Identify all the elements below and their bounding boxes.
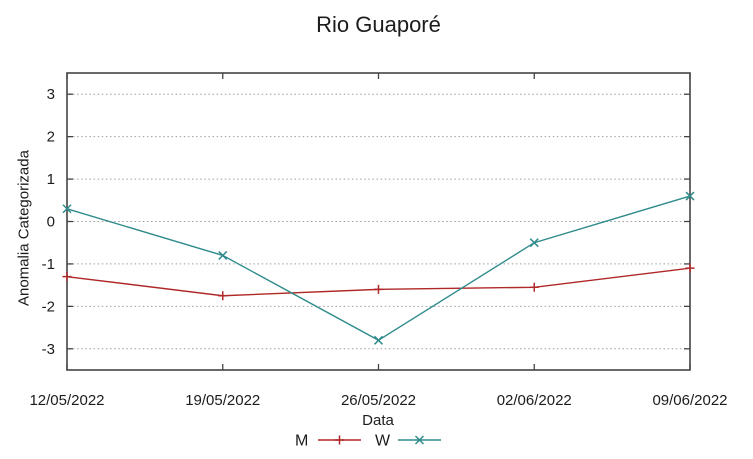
y-tick-label: -1 <box>42 256 55 273</box>
series-W-line <box>66 195 691 342</box>
series-M-marker <box>218 291 228 301</box>
series-W-marker <box>373 335 384 345</box>
legend-sample-marker <box>335 435 344 445</box>
x-tick-label: 09/06/2022 <box>652 392 727 409</box>
series-M-marker <box>62 272 72 282</box>
series-W-marker <box>685 191 695 201</box>
series-M-marker <box>529 282 539 292</box>
x-axis-label: Data <box>362 412 394 429</box>
x-tick-label: 26/05/2022 <box>341 392 416 409</box>
y-tick-label: 0 <box>47 214 55 231</box>
series-W-marker <box>529 238 539 248</box>
series-M-marker <box>685 263 695 273</box>
x-tick-label: 12/05/2022 <box>29 392 104 409</box>
y-tick-label: -3 <box>42 341 55 358</box>
series-M-marker <box>374 284 383 294</box>
y-tick-label: -2 <box>42 298 55 315</box>
legend-label: W <box>375 433 391 450</box>
y-tick-label: 1 <box>47 171 55 188</box>
y-tick-label: 2 <box>47 129 55 146</box>
y-tick-label: 3 <box>47 86 55 103</box>
x-tick-label: 02/06/2022 <box>497 392 572 409</box>
legend-label: M <box>295 433 308 450</box>
x-tick-label: 19/05/2022 <box>185 392 260 409</box>
chart-title: Rio Guaporé <box>316 12 441 37</box>
legend-sample-marker <box>414 435 425 445</box>
series-W-marker <box>62 204 72 214</box>
series-W-marker <box>218 250 228 260</box>
